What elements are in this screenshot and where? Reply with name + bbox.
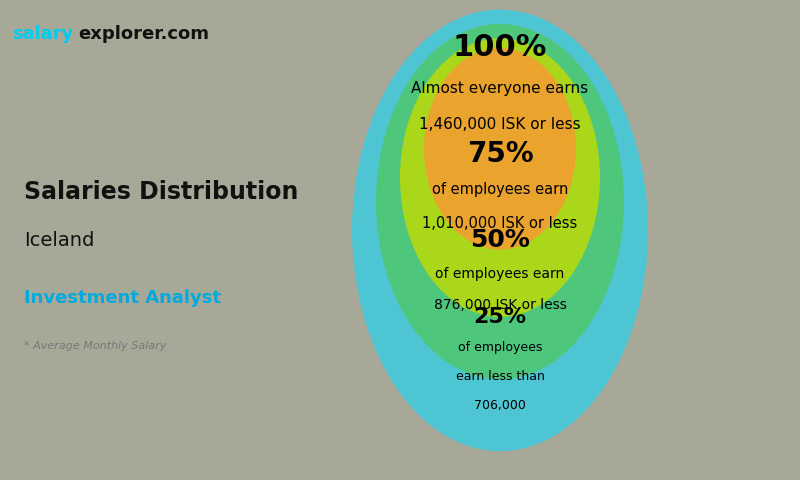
Text: of employees: of employees — [458, 341, 542, 355]
Text: 706,000: 706,000 — [474, 399, 526, 412]
Text: of employees earn: of employees earn — [432, 182, 568, 197]
Text: Iceland: Iceland — [24, 230, 94, 250]
Text: 75%: 75% — [466, 140, 534, 168]
Text: 25%: 25% — [474, 307, 526, 327]
Ellipse shape — [400, 38, 600, 317]
Text: 100%: 100% — [453, 34, 547, 62]
Text: 50%: 50% — [470, 228, 530, 252]
Ellipse shape — [352, 10, 648, 451]
Text: salary: salary — [12, 24, 74, 43]
Text: 1,010,000 ISK or less: 1,010,000 ISK or less — [422, 216, 578, 231]
Ellipse shape — [376, 24, 624, 379]
Text: explorer.com: explorer.com — [78, 24, 210, 43]
Text: 876,000 ISK or less: 876,000 ISK or less — [434, 298, 566, 312]
Ellipse shape — [424, 48, 576, 250]
Text: earn less than: earn less than — [455, 370, 545, 384]
Text: of employees earn: of employees earn — [435, 266, 565, 281]
Text: * Average Monthly Salary: * Average Monthly Salary — [24, 341, 166, 350]
Text: Almost everyone earns: Almost everyone earns — [411, 81, 589, 96]
Text: 1,460,000 ISK or less: 1,460,000 ISK or less — [419, 117, 581, 132]
Text: Investment Analyst: Investment Analyst — [24, 288, 221, 307]
Text: Salaries Distribution: Salaries Distribution — [24, 180, 298, 204]
